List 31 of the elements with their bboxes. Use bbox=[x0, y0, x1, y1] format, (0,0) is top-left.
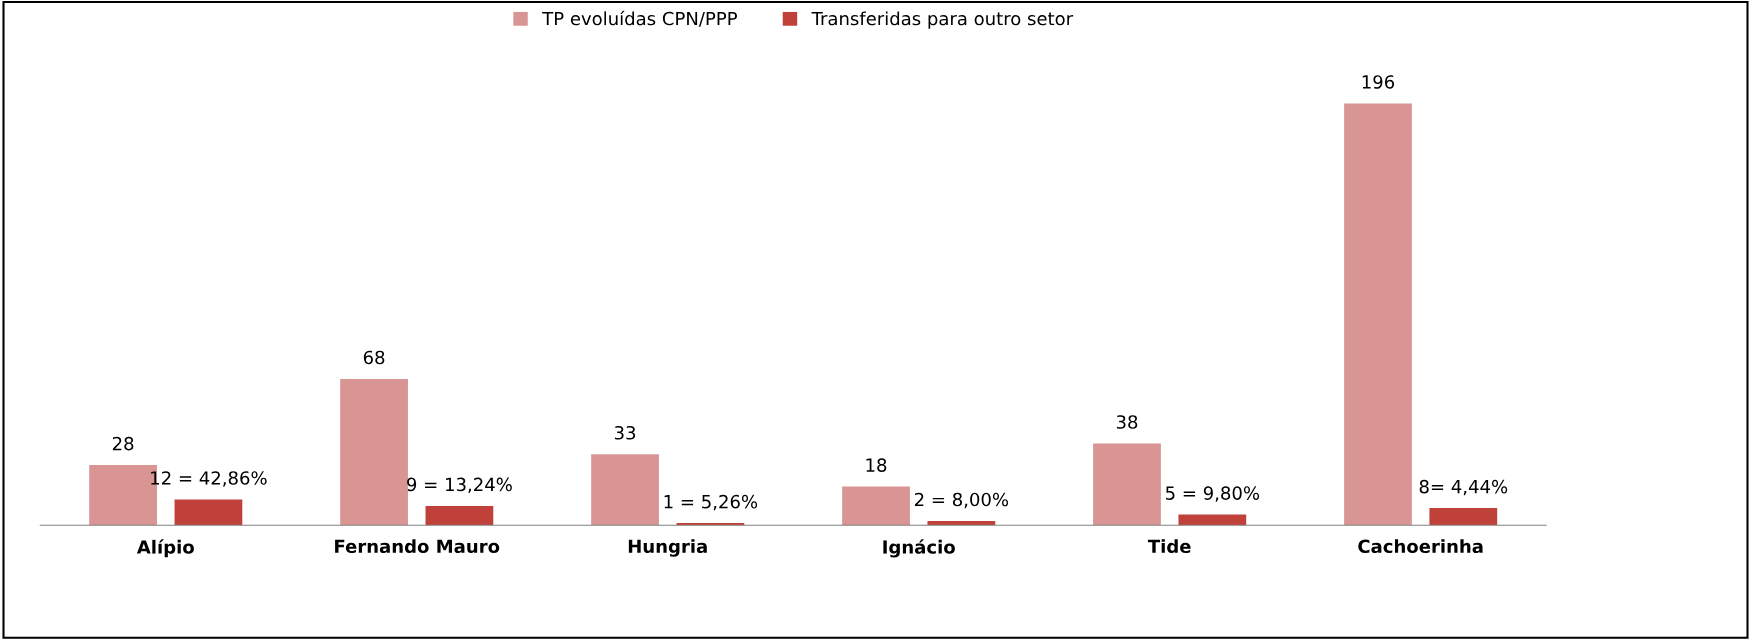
data-label: 33 bbox=[614, 425, 636, 440]
bar bbox=[927, 520, 996, 526]
data-label: 196 bbox=[1362, 75, 1395, 89]
bar bbox=[1429, 508, 1498, 526]
bar bbox=[1178, 514, 1247, 526]
data-label: 12 = 42,86% bbox=[151, 471, 267, 487]
data-label: 1 = 5,26% bbox=[664, 494, 758, 511]
data-label: 68 bbox=[363, 350, 385, 365]
bar bbox=[1093, 443, 1161, 526]
x-tick-label: Tide bbox=[1147, 539, 1191, 554]
data-label: 18 bbox=[866, 458, 887, 472]
bar bbox=[842, 486, 910, 526]
x-tick-label: Fernando Mauro bbox=[335, 539, 500, 554]
bar bbox=[676, 523, 745, 526]
bar bbox=[174, 499, 243, 526]
x-tick-label: Alípio bbox=[136, 539, 194, 558]
legend-label: TP evoluídas CPN/PPP bbox=[542, 10, 737, 27]
data-label: 9 = 13,24% bbox=[407, 477, 512, 494]
x-tick-label: Hungria bbox=[628, 539, 707, 557]
bar bbox=[340, 378, 408, 526]
bar bbox=[591, 454, 659, 526]
bar bbox=[1344, 103, 1412, 526]
data-label: 8= 4,44% bbox=[1419, 479, 1508, 496]
data-label: 2 = 8,00% bbox=[914, 492, 1009, 509]
data-label: 5 = 9,80% bbox=[1166, 486, 1260, 502]
data-label: 28 bbox=[112, 436, 134, 451]
bar bbox=[425, 505, 494, 526]
x-tick-label: Ignácio bbox=[883, 539, 955, 558]
x-tick-label: Cachoerinha bbox=[1358, 539, 1483, 554]
legend-label: Transferidas para outro setor bbox=[811, 11, 1074, 29]
data-label: 38 bbox=[1116, 415, 1138, 429]
